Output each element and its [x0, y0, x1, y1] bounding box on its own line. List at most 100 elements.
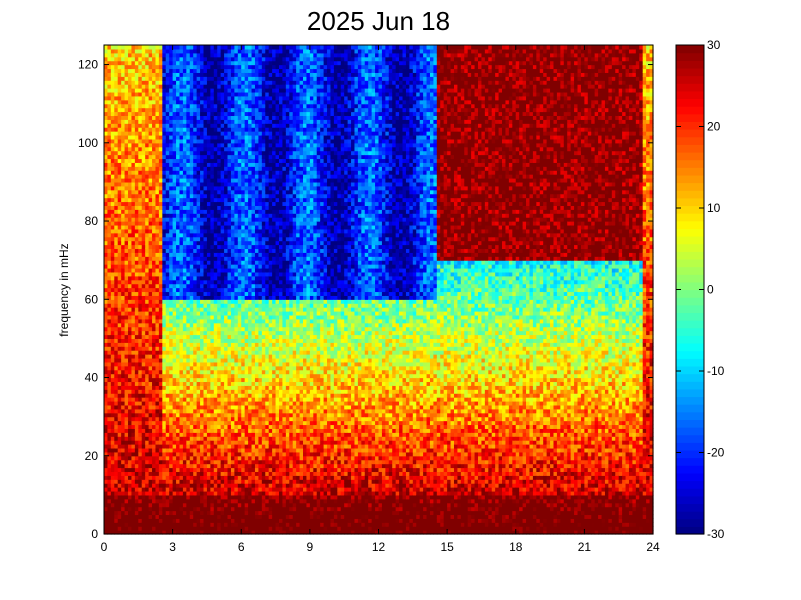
- heatmap-cell: [141, 60, 146, 66]
- heatmap-cell: [107, 228, 112, 234]
- heatmap-cell: [203, 377, 208, 383]
- heatmap-cell: [217, 279, 222, 285]
- heatmap-cell: [227, 107, 232, 113]
- heatmap-cell: [230, 142, 235, 148]
- heatmap-cell: [124, 64, 129, 70]
- heatmap-cell: [237, 283, 242, 289]
- heatmap-cell: [169, 95, 174, 101]
- heatmap-cell: [220, 357, 225, 363]
- heatmap-cell: [155, 322, 160, 328]
- heatmap-cell: [193, 205, 198, 210]
- heatmap-cell: [145, 80, 150, 85]
- heatmap-cell: [152, 424, 157, 429]
- heatmap-cell: [121, 522, 126, 527]
- heatmap-cell: [138, 95, 143, 101]
- heatmap-cell: [189, 377, 194, 383]
- heatmap-cell: [234, 127, 239, 132]
- heatmap-cell: [217, 271, 222, 277]
- heatmap-cell: [152, 514, 157, 519]
- heatmap-cell: [176, 103, 181, 109]
- heatmap-cell: [145, 365, 150, 371]
- heatmap-cell: [210, 252, 215, 257]
- heatmap-cell: [155, 522, 160, 527]
- heatmap-cell: [189, 393, 194, 398]
- heatmap-cell: [210, 185, 215, 191]
- heatmap-cell: [230, 357, 235, 363]
- heatmap-cell: [134, 314, 139, 320]
- heatmap-cell: [114, 95, 119, 101]
- heatmap-cell: [230, 518, 235, 523]
- heatmap-cell: [224, 440, 229, 445]
- heatmap-cell: [128, 131, 133, 136]
- heatmap-cell: [186, 91, 191, 97]
- heatmap-cell: [131, 146, 136, 152]
- heatmap-cell: [134, 76, 139, 81]
- heatmap-cell: [230, 502, 235, 508]
- heatmap-cell: [148, 412, 153, 418]
- heatmap-cell: [152, 404, 157, 410]
- heatmap-cell: [234, 88, 239, 93]
- heatmap-cell: [193, 416, 198, 422]
- heatmap-cell: [128, 436, 133, 441]
- heatmap-cell: [196, 119, 201, 124]
- heatmap-cell: [124, 307, 129, 312]
- heatmap-cell: [124, 463, 129, 469]
- heatmap-cell: [196, 432, 201, 437]
- heatmap-cell: [200, 111, 205, 117]
- heatmap-cell: [217, 217, 222, 222]
- heatmap-cell: [230, 498, 235, 504]
- heatmap-cell: [141, 115, 146, 120]
- heatmap-cell: [114, 52, 119, 58]
- heatmap-cell: [162, 158, 167, 163]
- heatmap-cell: [176, 138, 181, 144]
- heatmap-cell: [165, 416, 170, 422]
- heatmap-cell: [110, 373, 115, 379]
- heatmap-cell: [165, 408, 170, 414]
- heatmap-cell: [217, 436, 222, 441]
- heatmap-cell: [234, 45, 239, 50]
- heatmap-cell: [169, 526, 174, 531]
- heatmap-cell: [217, 420, 222, 426]
- heatmap-cell: [224, 138, 229, 144]
- heatmap-cell: [217, 80, 222, 85]
- heatmap-cell: [172, 193, 177, 199]
- heatmap-cell: [206, 84, 211, 89]
- heatmap-cell: [203, 221, 208, 226]
- heatmap-cell: [206, 447, 211, 453]
- heatmap-cell: [145, 150, 150, 156]
- heatmap-cell: [189, 502, 194, 508]
- heatmap-cell: [234, 138, 239, 144]
- heatmap-cell: [134, 361, 139, 367]
- heatmap-cell: [230, 48, 235, 54]
- heatmap-cell: [196, 381, 201, 386]
- heatmap-cell: [110, 506, 115, 512]
- heatmap-cell: [224, 56, 229, 62]
- heatmap-cell: [114, 252, 119, 257]
- heatmap-cell: [206, 209, 211, 214]
- heatmap-cell: [165, 342, 170, 347]
- heatmap-cell: [234, 440, 239, 445]
- heatmap-cell: [162, 436, 167, 441]
- heatmap-cell: [138, 217, 143, 222]
- heatmap-cell: [141, 416, 146, 422]
- heatmap-cell: [152, 295, 157, 300]
- heatmap-cell: [145, 502, 150, 508]
- heatmap-cell: [182, 299, 187, 304]
- heatmap-cell: [158, 52, 163, 58]
- heatmap-cell: [196, 373, 201, 379]
- heatmap-cell: [210, 479, 215, 484]
- heatmap-cell: [138, 412, 143, 418]
- heatmap-cell: [152, 412, 157, 418]
- heatmap-cell: [224, 60, 229, 66]
- heatmap-cell: [145, 185, 150, 191]
- heatmap-cell: [104, 170, 109, 175]
- heatmap-cell: [210, 326, 215, 332]
- heatmap-cell: [217, 416, 222, 422]
- heatmap-cell: [210, 271, 215, 277]
- heatmap-cell: [189, 354, 194, 359]
- heatmap-cell: [230, 99, 235, 105]
- heatmap-cell: [141, 189, 146, 195]
- heatmap-cell: [193, 217, 198, 222]
- heatmap-cell: [200, 48, 205, 54]
- heatmap-cell: [186, 318, 191, 324]
